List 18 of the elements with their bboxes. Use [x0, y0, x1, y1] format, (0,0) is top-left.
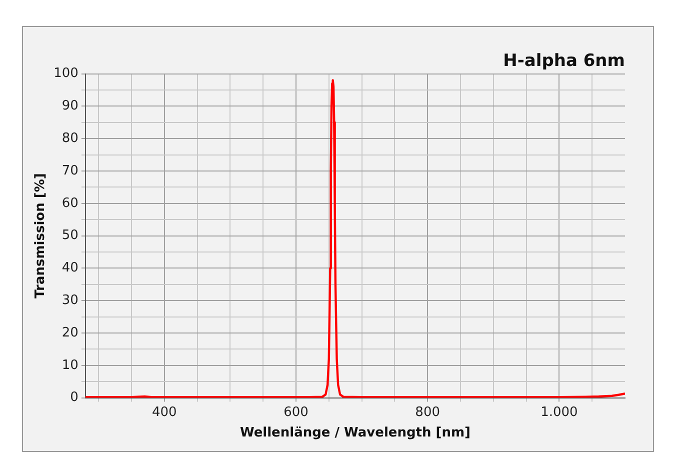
y-tick-label: 0: [70, 390, 78, 406]
y-tick-label: 60: [62, 196, 78, 211]
y-tick-label: 80: [62, 130, 78, 146]
chart-title: H-alpha 6nm: [503, 51, 625, 71]
x-tick-label: 400: [152, 404, 177, 420]
x-tick-label: 800: [415, 404, 440, 420]
y-axis-title: Transmission [%]: [33, 173, 48, 298]
x-tick-label: 1.000: [540, 404, 578, 420]
y-tick-label: 70: [62, 163, 78, 178]
y-tick-label: 90: [62, 98, 78, 114]
x-tick-label: 600: [284, 404, 308, 420]
y-tick-label: 10: [62, 358, 78, 373]
y-tick-label: 20: [62, 325, 78, 340]
y-tick-label: 100: [54, 66, 78, 82]
y-tick-label: 30: [62, 292, 78, 308]
y-tick-label: 40: [62, 260, 78, 276]
x-axis-title: Wellenlänge / Wavelength [nm]: [240, 426, 470, 441]
y-tick-label: 50: [62, 228, 78, 244]
